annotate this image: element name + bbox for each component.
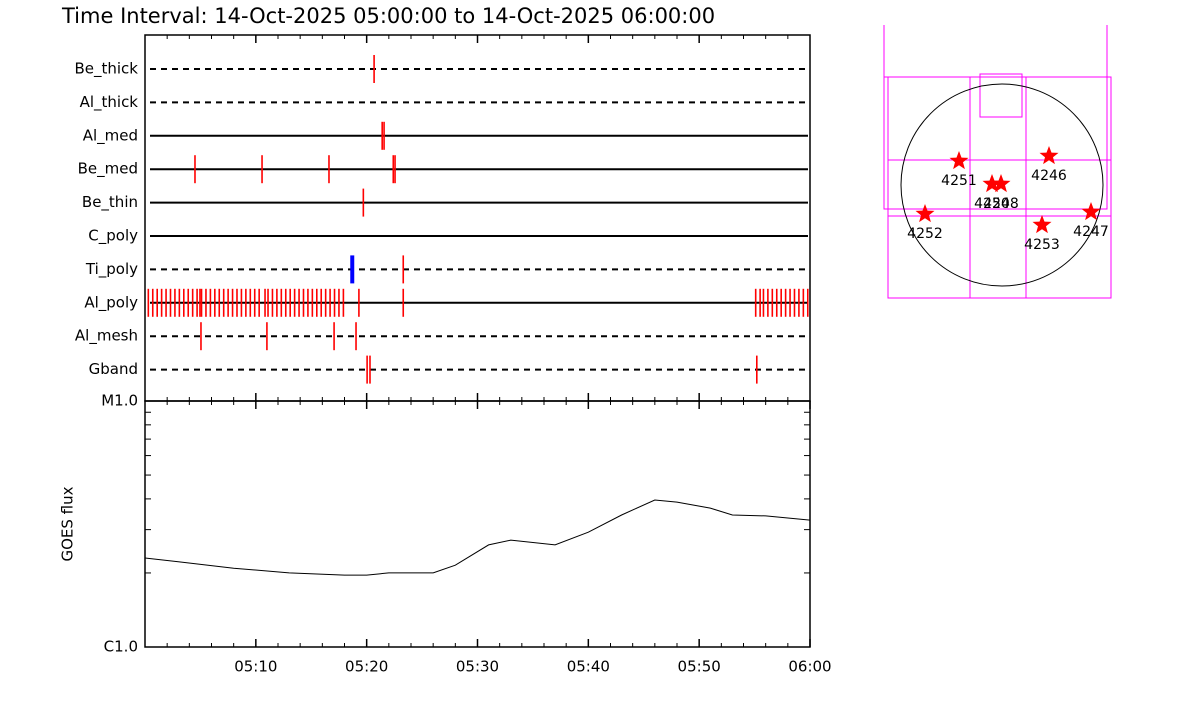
chart-title: Time Interval: 14-Oct-2025 05:00:00 to 1…: [61, 4, 715, 28]
x-tick-label: 05:30: [456, 658, 499, 676]
region-marker: [982, 174, 1002, 193]
x-tick-label: 05:50: [678, 658, 721, 676]
row-label: C_poly: [88, 227, 138, 246]
fov-box: [979, 73, 1023, 118]
y-tick-label: M1.0: [101, 392, 138, 410]
y-tick-label: C1.0: [104, 638, 138, 656]
region-label: 4251: [941, 173, 977, 189]
row-label: Gband: [89, 360, 138, 378]
row-label: Be_med: [78, 160, 138, 179]
region-label: 4247: [1073, 224, 1109, 240]
row-label: Al_thick: [80, 93, 139, 112]
region-label: 4248: [983, 196, 1019, 212]
row-label: Ti_poly: [85, 260, 138, 279]
region-label: 4246: [1031, 168, 1067, 184]
region-marker: [949, 151, 969, 170]
row-label: Al_med: [83, 126, 138, 145]
x-tick-label: 06:00: [788, 658, 831, 676]
timeline-frame: [144, 34, 811, 402]
x-tick-label: 05:20: [345, 658, 388, 676]
goes-frame: [144, 400, 811, 648]
region-marker: [1081, 202, 1101, 221]
row-label: Al_poly: [84, 293, 138, 312]
region-marker: [991, 174, 1011, 193]
region-marker: [1032, 215, 1052, 234]
x-tick-label: 05:40: [567, 658, 610, 676]
row-label: Be_thin: [82, 193, 138, 212]
solar-limb: [900, 83, 1104, 287]
region-label: 4250: [974, 196, 1010, 212]
x-tick-label: 05:10: [234, 658, 277, 676]
row-label: Al_mesh: [75, 327, 138, 346]
sun-map: [883, 25, 1112, 299]
row-label: Be_thick: [74, 60, 138, 79]
fov-box: [887, 76, 1112, 299]
region-label: 4252: [907, 226, 943, 242]
goes-line: [144, 499, 811, 576]
y-axis-label: GOES flux: [59, 486, 77, 561]
region-marker: [1039, 146, 1059, 165]
region-marker: [915, 204, 935, 223]
region-label: 4253: [1024, 237, 1060, 253]
